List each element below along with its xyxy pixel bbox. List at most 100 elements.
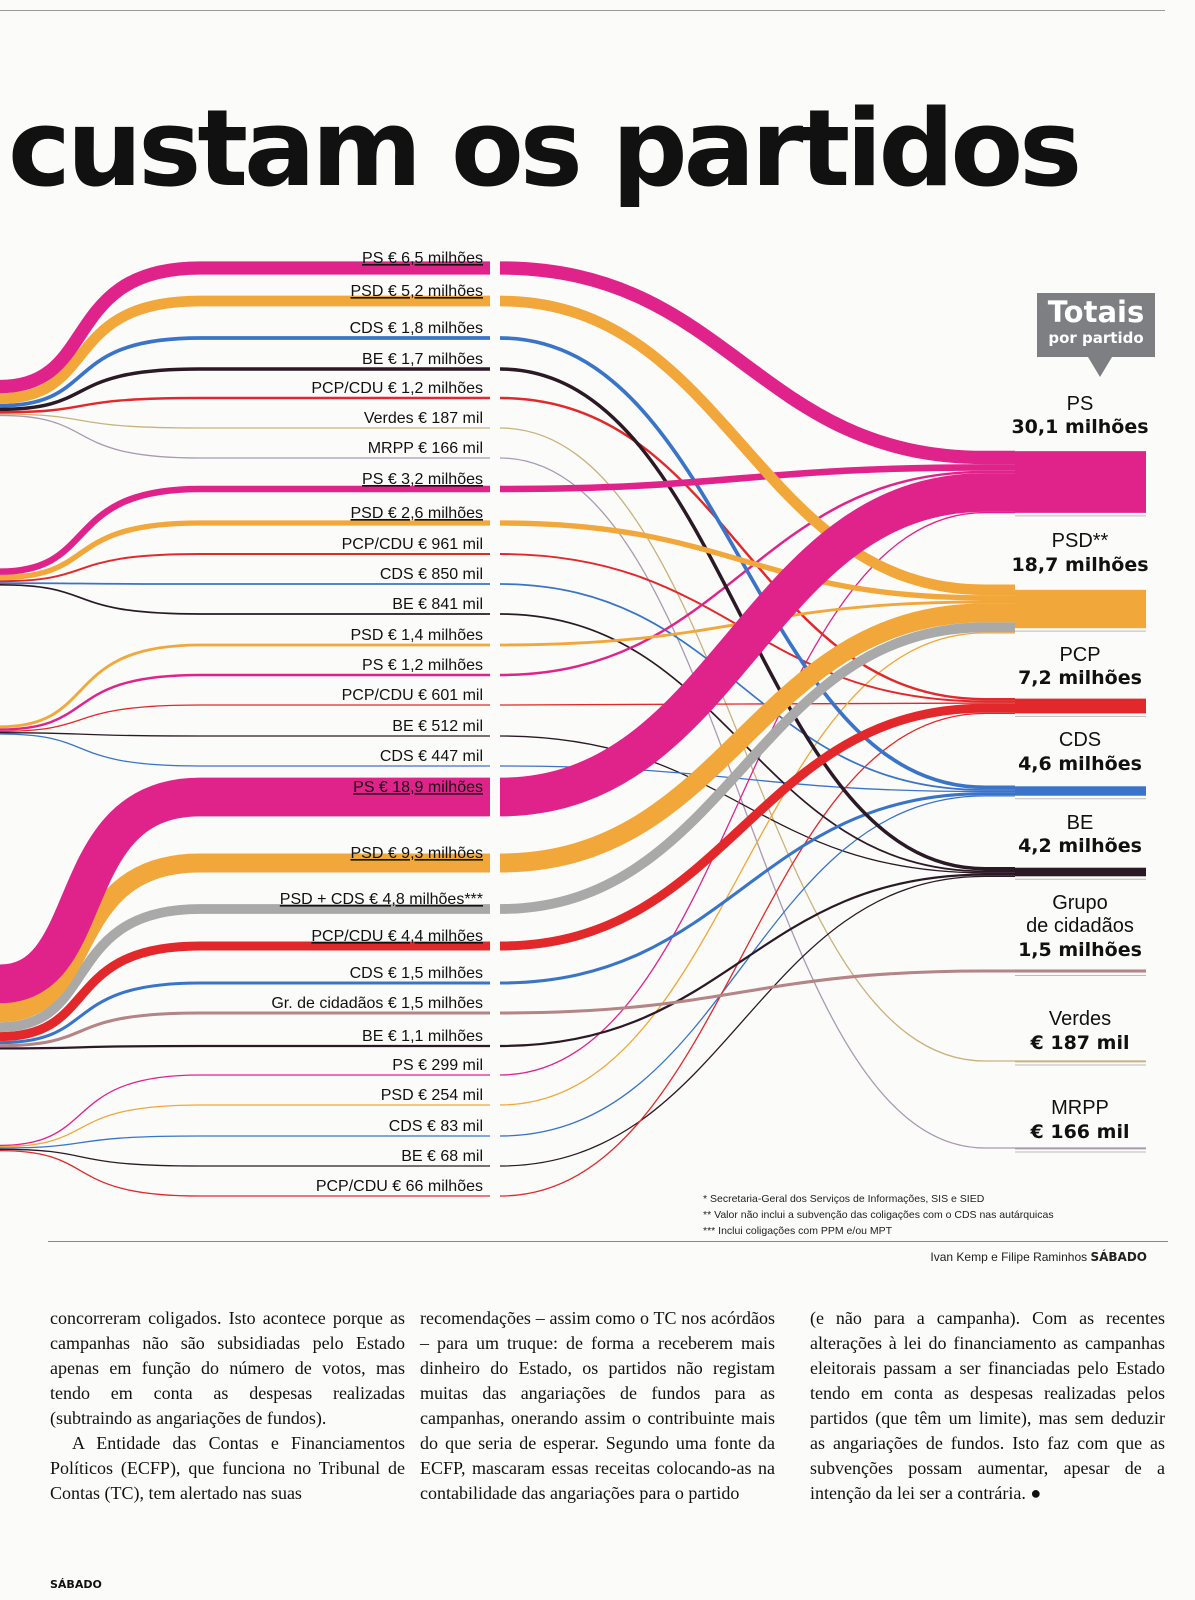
total-value-cds: 4,6 milhões <box>1018 753 1142 775</box>
top-rule <box>0 10 1165 11</box>
flow-label-verdes-187-mil: Verdes € 187 mil <box>364 410 483 427</box>
total-bar-cds <box>1015 786 1146 796</box>
flow-pcp-cdu-1-2-milh-es-source <box>0 396 490 414</box>
total-bar-psd <box>1015 589 1146 629</box>
footnote: ** Valor não inclui a subvenção das coli… <box>703 1209 1054 1221</box>
flow-pcp-cdu-66-milh-es-source <box>0 1149 490 1197</box>
flow-be-1-1-milh-es-source <box>0 1044 490 1050</box>
flow-be-1-1-milh-es-target <box>499 873 1015 1048</box>
flow-label-cds-447-mil: CDS € 447 mil <box>380 748 483 765</box>
flow-ps-3-2-milh-es-target <box>499 464 1015 493</box>
total-bar-ps <box>1015 451 1146 513</box>
total-value-verdes: € 187 mil <box>1030 1032 1130 1054</box>
paragraph: concorreram coligados. Isto acontece por… <box>50 1308 405 1428</box>
flow-label-cds-1-8-milh-es: CDS € 1,8 milhões <box>350 320 483 337</box>
total-bar-be <box>1015 867 1146 877</box>
flow-cds-1-8-milh-es-target <box>499 336 1015 790</box>
flow-pcp-cdu-601-mil-target <box>499 702 1015 706</box>
article-column-1: concorreram coligados. Isto acontece por… <box>50 1306 405 1506</box>
footnote: * Secretaria-Geral dos Serviços de Infor… <box>703 1193 985 1205</box>
flow-pcp-cdu-1-2-milh-es-target <box>499 396 1015 701</box>
total-bar-grupo-de-cidad-os <box>1015 969 1146 973</box>
flow-verdes-187-mil-source <box>0 413 490 429</box>
flow-psd-1-4-milh-es-source <box>0 643 490 729</box>
paragraph: A Entidade das Contas e Financiamentos P… <box>50 1433 405 1503</box>
article-column-2: recomendações – assim como o TC nos acór… <box>420 1306 775 1506</box>
flow-pcp-cdu-4-4-milh-es-target <box>499 703 1015 951</box>
flow-label-ps-18-9-milh-es: PS € 18,9 milhões <box>353 779 483 796</box>
flow-label-ps-6-5-milh-es: PS € 6,5 milhões <box>362 250 483 267</box>
target-ribbons <box>499 261 1015 1197</box>
flow-label-psd-cds-4-8-milh-es: PSD + CDS € 4,8 milhões*** <box>280 891 483 908</box>
total-value-psd: 18,7 milhões <box>1011 554 1148 576</box>
flow-label-psd-5-2-milh-es: PSD € 5,2 milhões <box>350 283 483 300</box>
total-name-cds: CDS <box>1059 729 1101 751</box>
flow-label-gr-de-cidad-os-1-5-milh-es: Gr. de cidadãos € 1,5 milhões <box>271 995 483 1012</box>
total-name-mrpp: MRPP <box>1051 1097 1109 1119</box>
sankey-chart: PS € 6,5 milhões PSD € 5,2 milhões CDS € 1… <box>0 250 1149 1197</box>
flow-cds-850-mil-target <box>499 583 1015 791</box>
footer-brand: SÁBADO <box>50 1578 102 1591</box>
flow-psd-254-mil-source <box>0 1104 490 1148</box>
paragraph: recomendações – assim como o TC nos acór… <box>420 1308 775 1503</box>
divider <box>48 1241 1168 1242</box>
flow-ps-18-9-milh-es-target <box>499 473 1015 817</box>
flow-be-841-mil-target <box>499 613 1015 873</box>
flow-label-psd-1-4-milh-es: PSD € 1,4 milhões <box>350 627 483 644</box>
flow-label-be-512-mil: BE € 512 mil <box>392 718 483 735</box>
flow-label-be-68-mil: BE € 68 mil <box>401 1148 483 1165</box>
flow-psd-5-2-milh-es-source <box>0 295 490 404</box>
flow-label-pcp-cdu-1-2-milh-es: PCP/CDU € 1,2 milhões <box>311 380 483 397</box>
flow-label-psd-2-6-milh-es: PSD € 2,6 milhões <box>350 505 483 522</box>
total-value-pcp: 7,2 milhões <box>1018 667 1142 689</box>
flow-pcp-cdu-961-mil-source <box>0 553 490 583</box>
flow-mrpp-166-mil-source <box>0 414 490 459</box>
flow-label-pcp-cdu-4-4-milh-es: PCP/CDU € 4,4 milhões <box>311 928 483 945</box>
total-name-be: BE <box>1067 812 1094 834</box>
flow-be-1-7-milh-es-source <box>0 367 490 412</box>
flow-cds-83-mil-source <box>0 1135 490 1149</box>
flow-psd-9-3-milh-es-target <box>499 603 1015 873</box>
flow-label-pcp-cdu-601-mil: PCP/CDU € 601 mil <box>342 687 483 704</box>
flow-psd-2-6-milh-es-target <box>499 520 1015 601</box>
flow-gr-de-cidad-os-1-5-milh-es-target <box>499 969 1015 1015</box>
total-bar-pcp <box>1015 698 1146 714</box>
flow-psd-cds-4-8-milh-es-source <box>0 904 490 1033</box>
total-bar-verdes <box>1015 1060 1146 1063</box>
flow-be-68-mil-target <box>499 875 1015 1167</box>
paragraph: (e não para a campanha). Com as recentes… <box>810 1308 1165 1503</box>
flow-label-mrpp-166-mil: MRPP € 166 mil <box>368 440 483 457</box>
total-name-pcp: PCP <box>1059 644 1100 666</box>
flow-label-be-1-7-milh-es: BE € 1,7 milhões <box>362 351 483 368</box>
source-ribbons <box>0 261 490 1197</box>
total-value-ps: 30,1 milhões <box>1011 416 1148 438</box>
total-bar-mrpp <box>1015 1147 1146 1150</box>
flow-cds-447-mil-source <box>0 733 490 767</box>
badge-subtitle: por partido <box>1048 329 1144 347</box>
flow-cds-1-8-milh-es-source <box>0 336 490 408</box>
flow-ps-6-5-milh-es-source <box>0 261 490 394</box>
flow-ps-6-5-milh-es-target <box>499 261 1015 465</box>
flow-label-ps-3-2-milh-es: PS € 3,2 milhões <box>362 471 483 488</box>
flow-label-psd-9-3-milh-es: PSD € 9,3 milhões <box>350 845 483 862</box>
flow-pcp-cdu-4-4-milh-es-source <box>0 941 490 1042</box>
flow-pcp-cdu-66-milh-es-target <box>499 712 1015 1197</box>
flow-be-512-mil-source <box>0 732 490 737</box>
total-value-grupo-de-cidad-os: 1,5 milhões <box>1018 939 1142 961</box>
total-name-psd: PSD** <box>1052 530 1109 552</box>
flow-label-psd-254-mil: PSD € 254 mil <box>381 1087 483 1104</box>
flow-psd-5-2-milh-es-target <box>499 295 1015 596</box>
flow-cds-1-5-milh-es-target <box>499 792 1015 985</box>
flow-ps-299-mil-source <box>0 1074 490 1147</box>
headline: custam os partidos <box>8 87 1082 210</box>
badge-pointer <box>1088 357 1112 377</box>
totals-badge: Totais por partido <box>1037 293 1155 357</box>
credit-authors: Ivan Kemp e Filipe Raminhos <box>930 1250 1088 1264</box>
flow-ps-3-2-milh-es-source <box>0 485 490 575</box>
credit-brand: SÁBADO <box>1090 1250 1147 1264</box>
total-value-be: 4,2 milhões <box>1018 835 1142 857</box>
flow-psd-cds-4-8-milh-es-target <box>499 622 1015 914</box>
flow-psd-254-mil-target <box>499 632 1015 1106</box>
flow-labels: PS € 6,5 milhões PSD € 5,2 milhões CDS € 1… <box>271 250 483 1195</box>
flow-label-ps-299-mil: PS € 299 mil <box>392 1057 483 1074</box>
